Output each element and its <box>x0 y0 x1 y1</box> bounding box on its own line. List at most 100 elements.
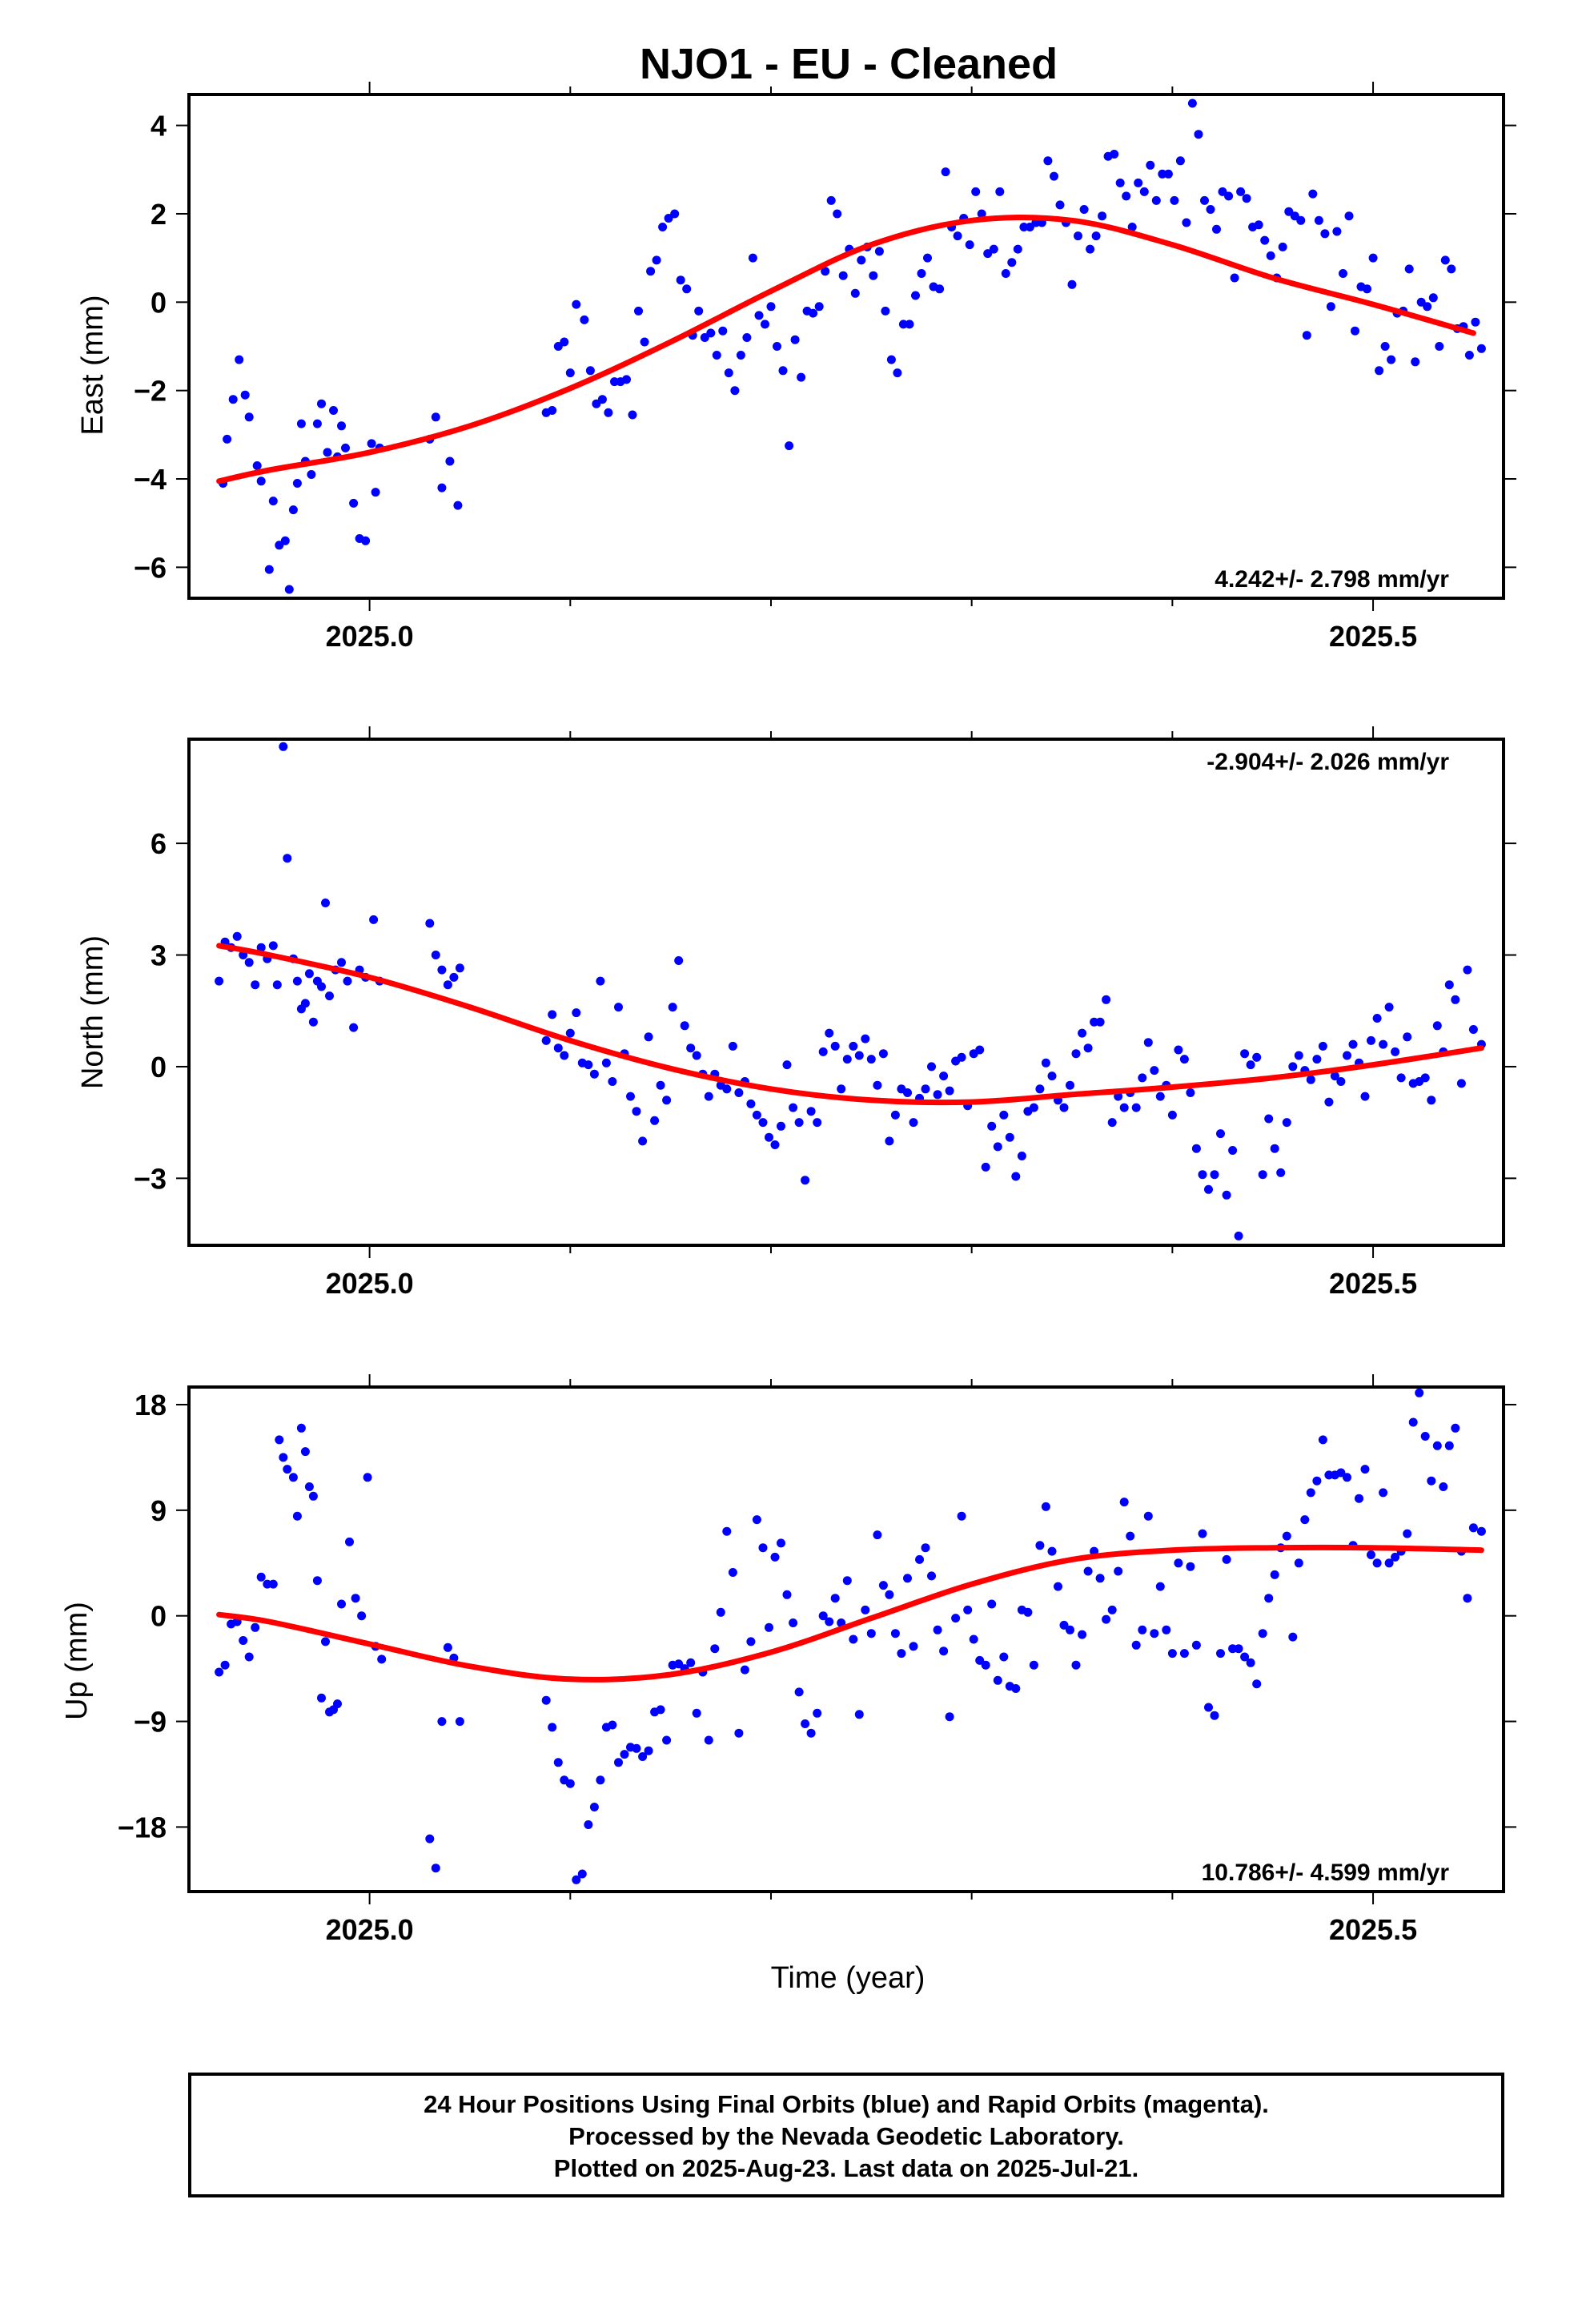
up-data-point <box>1258 1629 1267 1638</box>
east-data-point <box>453 501 463 510</box>
east-data-point <box>790 335 800 344</box>
north-data-point <box>1252 1052 1262 1062</box>
east-data-point <box>1110 150 1119 159</box>
north-data-point <box>782 1060 792 1070</box>
east-y-tick-label: 2 <box>151 198 167 231</box>
east-data-point <box>1182 218 1191 227</box>
east-data-point <box>604 408 613 417</box>
up-data-point <box>333 1699 342 1709</box>
north-data-point <box>638 1136 648 1146</box>
north-data-point <box>1451 995 1460 1004</box>
chart-title: NJO1 - EU - Cleaned <box>640 40 1058 88</box>
north-data-point <box>1210 1170 1219 1180</box>
north-data-point <box>325 991 334 1001</box>
east-data-point <box>1098 211 1107 221</box>
east-x-tick-label: 2025.0 <box>326 620 414 653</box>
east-data-point <box>628 410 637 420</box>
north-data-point <box>837 1084 846 1094</box>
north-data-point <box>251 980 260 990</box>
up-data-point <box>345 1537 354 1546</box>
north-data-point <box>572 1008 581 1018</box>
north-data-point <box>632 1107 641 1116</box>
north-data-point <box>1041 1058 1050 1068</box>
north-data-point <box>939 1072 949 1081</box>
east-data-point <box>1079 205 1089 214</box>
east-data-point <box>742 333 752 342</box>
up-data-point <box>945 1712 954 1722</box>
east-data-point <box>941 167 950 177</box>
up-data-point <box>321 1637 330 1647</box>
north-data-point <box>692 1051 701 1060</box>
north-panel: North (mm) -2.904+/- 2.026 mm/yr 2025.0 2… <box>76 726 1516 1300</box>
north-data-point <box>728 1041 737 1051</box>
north-y-tick-label: −3 <box>134 1162 167 1195</box>
up-data-point <box>1391 1552 1400 1562</box>
up-data-point <box>1114 1566 1123 1576</box>
east-data-point <box>1363 284 1371 294</box>
north-data-point <box>849 1041 858 1051</box>
east-data-point <box>965 240 974 250</box>
up-data-point <box>1054 1582 1062 1591</box>
up-data-point <box>1191 1640 1201 1650</box>
north-data-point <box>1288 1062 1298 1072</box>
up-data-point <box>1336 1468 1346 1478</box>
up-data-point <box>1403 1529 1412 1538</box>
footer-line-2: Processed by the Nevada Geodetic Laborat… <box>568 2122 1124 2150</box>
north-data-point <box>1276 1168 1286 1177</box>
up-data-point <box>765 1622 773 1632</box>
east-data-point <box>1175 156 1185 166</box>
north-data-point <box>584 1060 593 1070</box>
east-data-point <box>1194 130 1203 139</box>
up-data-point <box>1131 1640 1141 1650</box>
x-axis-label: Time (year) <box>771 1961 926 1995</box>
east-data-point <box>572 300 581 309</box>
north-data-point <box>981 1162 990 1172</box>
up-data-point <box>288 1473 298 1482</box>
north-data-point <box>830 1041 840 1051</box>
east-data-point <box>1007 258 1017 267</box>
east-data-point <box>1332 227 1342 236</box>
north-data-point <box>1234 1231 1243 1240</box>
north-data-point <box>308 1017 318 1027</box>
east-data-point <box>1326 302 1335 312</box>
east-data-point <box>1206 205 1215 214</box>
up-data-point <box>782 1590 792 1599</box>
up-data-point <box>825 1617 834 1626</box>
east-data-point <box>1464 351 1474 360</box>
north-data-point <box>1270 1144 1279 1153</box>
up-data-point <box>275 1435 284 1445</box>
up-data-point <box>1294 1558 1303 1568</box>
up-data-point <box>614 1758 623 1767</box>
east-data-point <box>1447 264 1456 274</box>
east-data-point <box>284 585 294 594</box>
up-data-point <box>1427 1476 1436 1486</box>
east-fit-curve <box>216 214 1476 485</box>
east-data-point <box>431 412 440 422</box>
east-data-point <box>893 368 902 378</box>
up-data-point <box>1029 1660 1038 1670</box>
up-x-tick-label: 2025.0 <box>326 1913 414 1946</box>
north-data-point <box>1246 1060 1255 1070</box>
up-data-point <box>861 1605 870 1614</box>
up-data-point <box>758 1543 768 1553</box>
up-data-point <box>1186 1562 1195 1571</box>
up-data-point <box>1095 1574 1105 1583</box>
east-data-point <box>223 434 232 444</box>
north-data-point <box>300 999 310 1008</box>
east-data-point <box>1440 255 1450 265</box>
east-data-point <box>923 253 932 263</box>
north-data-point <box>674 956 684 965</box>
up-data-point <box>377 1655 387 1664</box>
up-data-point <box>878 1581 888 1590</box>
north-data-point <box>890 1110 900 1120</box>
north-data-point <box>1306 1075 1315 1084</box>
north-data-point <box>1179 1055 1189 1064</box>
up-panel: Up (mm) 10.786+/- 4.599 mm/yr 2025.0 2025… <box>60 1374 1516 1946</box>
east-data-point <box>1013 244 1022 254</box>
up-data-point <box>443 1642 452 1652</box>
north-data-point <box>349 1023 359 1032</box>
east-data-point <box>288 505 298 515</box>
east-data-point <box>670 209 680 219</box>
east-data-point <box>235 355 244 364</box>
up-data-point <box>638 1752 648 1761</box>
